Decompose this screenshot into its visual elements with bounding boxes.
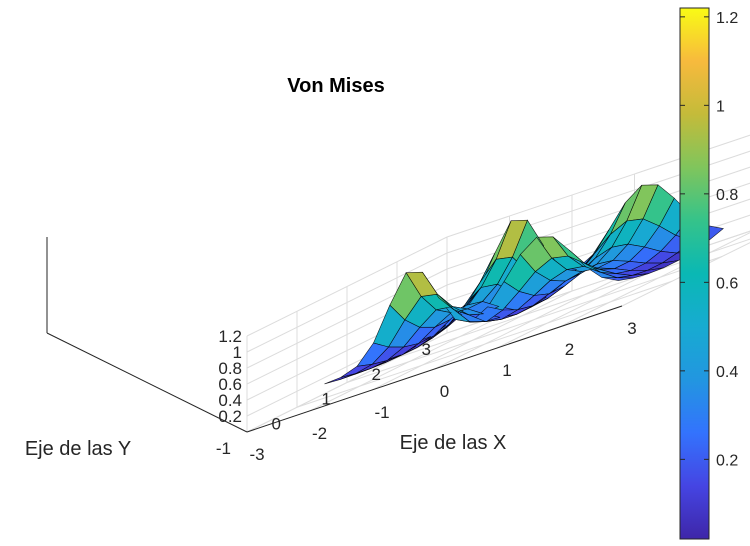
chart-title: Von Mises — [287, 75, 384, 97]
y-axis-line — [46, 332, 248, 433]
left-wall-gridline-z — [246, 252, 448, 353]
colorbar-tick-label: 1.2 — [716, 10, 738, 27]
z-tick-label: 0.2 — [218, 407, 242, 426]
colorbar: 0.2 0.4 0.6 0.8 1 1.2 — [679, 7, 738, 540]
colorbar-tick-label: 0.8 — [716, 187, 738, 204]
left-wall-gridline-z — [246, 236, 448, 337]
x-tick-labels: -3 -2 -1 0 1 2 3 — [249, 319, 636, 464]
colorbar-tick-label: 1 — [716, 98, 725, 115]
y-axis-label: Eje de las Y — [25, 438, 131, 460]
colorbar-ticks: 0.2 0.4 0.6 0.8 1 1.2 — [680, 10, 738, 469]
colorbar-gradient — [679, 7, 710, 540]
x-axis-label: Eje de las X — [400, 432, 507, 454]
colorbar-tick-label: 0.4 — [716, 364, 738, 381]
z-tick-labels: 0.20.40.60.811.2 — [218, 327, 242, 426]
back-wall-gridline-z — [446, 134, 750, 238]
floor-gridline-y — [346, 256, 723, 383]
x-tick-label: -1 — [374, 403, 389, 422]
z-tick-label: 1 — [233, 343, 242, 362]
colorbar-tick-label: 0.6 — [716, 275, 738, 292]
colorbar-tick-label: 0.2 — [716, 452, 738, 469]
y-tick-labels: -1 0 1 2 3 — [216, 340, 431, 458]
x-tick-label: 2 — [565, 340, 574, 359]
y-tick-label: 1 — [322, 390, 331, 409]
y-tick-label: 0 — [272, 414, 281, 433]
x-tick-label: -2 — [312, 424, 327, 443]
y-tick-label: 3 — [422, 340, 431, 359]
z-tick-label: 1.2 — [218, 327, 242, 346]
z-tick-label: 0.6 — [218, 375, 242, 394]
x-tick-label: 0 — [440, 382, 449, 401]
z-tick-label: 0.4 — [218, 391, 242, 410]
surface-patch — [324, 373, 356, 385]
z-tick-label: 0.8 — [218, 359, 242, 378]
y-tick-label: -1 — [216, 439, 231, 458]
axis-lines — [46, 237, 623, 433]
floor-gridline-y — [296, 280, 673, 408]
y-tick-label: 2 — [372, 365, 381, 384]
x-tick-label: 3 — [627, 319, 636, 338]
x-tick-label: 1 — [502, 361, 511, 380]
x-axis-line — [246, 305, 623, 433]
x-tick-label: -3 — [249, 445, 264, 464]
